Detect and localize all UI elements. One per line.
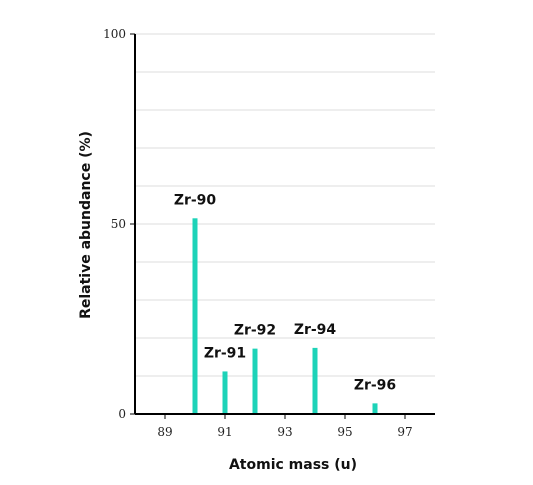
bar bbox=[192, 218, 198, 414]
y-tick-label: 0 bbox=[118, 407, 126, 421]
x-tick-label: 93 bbox=[277, 425, 292, 439]
bar bbox=[372, 403, 378, 414]
y-tick-label: 100 bbox=[103, 27, 126, 41]
x-axis-title: Atomic mass (u) bbox=[229, 457, 357, 473]
data-labels: Zr-90 Zr-91 Zr-92 Zr-94 Zr-96 bbox=[174, 192, 396, 393]
bar-label: Zr-94 bbox=[294, 322, 337, 338]
x-tick-label: 89 bbox=[157, 425, 172, 439]
bar-label: Zr-92 bbox=[234, 323, 276, 339]
bar-label: Zr-96 bbox=[354, 377, 396, 393]
grid-lines bbox=[135, 33, 435, 377]
bars bbox=[192, 218, 378, 414]
bar-label: Zr-90 bbox=[174, 192, 217, 208]
bar bbox=[312, 347, 318, 414]
x-tick-label: 97 bbox=[397, 425, 412, 439]
x-tick-label: 95 bbox=[337, 425, 352, 439]
tick-labels: 0 50 100 89 91 93 95 97 bbox=[103, 27, 413, 439]
bar bbox=[222, 371, 228, 414]
y-axis-title: Relative abundance (%) bbox=[78, 131, 94, 319]
bar bbox=[252, 348, 258, 414]
x-tick-label: 91 bbox=[217, 425, 232, 439]
bar-label: Zr-91 bbox=[204, 345, 246, 361]
y-tick-label: 50 bbox=[111, 217, 126, 231]
